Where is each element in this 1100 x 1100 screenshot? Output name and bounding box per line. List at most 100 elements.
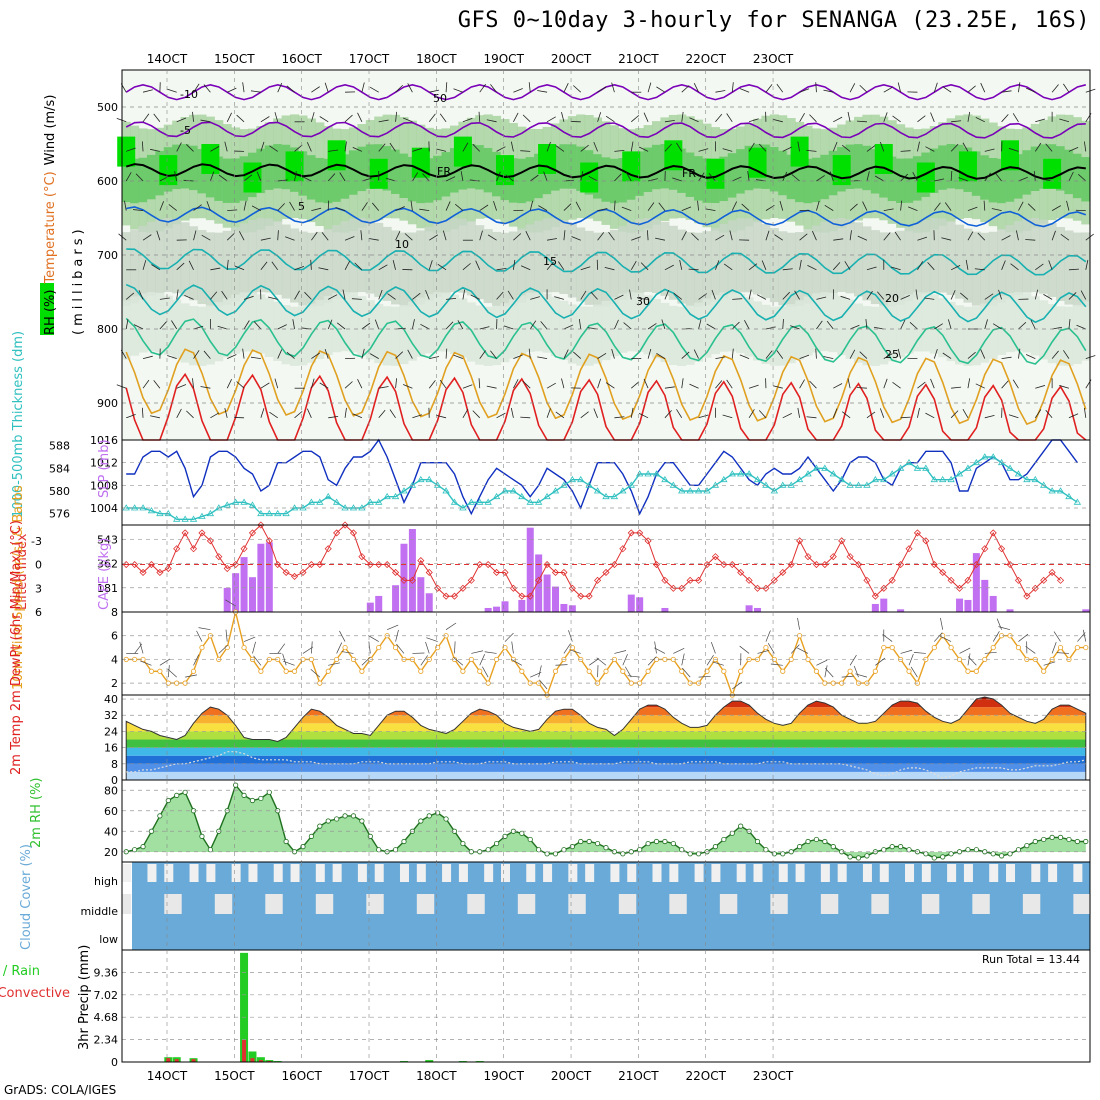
- wind-barb: [546, 116, 556, 123]
- precip-total-bar: [425, 1060, 434, 1062]
- rh-shade-cell: [1081, 301, 1091, 361]
- rh-shade-cell: [121, 300, 131, 360]
- cloud-gap: [711, 864, 721, 882]
- thickness-line-marker: [484, 498, 492, 505]
- wind-barb: [950, 143, 959, 152]
- thickness-line-marker: [526, 498, 534, 505]
- wind-barb: [739, 88, 750, 93]
- lifted-index-marker: [695, 576, 703, 584]
- rh-shade-cell: [290, 228, 300, 303]
- temp-tick: 8: [111, 758, 118, 771]
- wind-barb: [698, 319, 702, 330]
- wind-barb: [741, 203, 750, 211]
- wind-barb: [1059, 118, 1070, 123]
- wind-barb: [260, 382, 270, 389]
- lifted-index-marker: [459, 584, 467, 592]
- wind-barb: [285, 236, 295, 241]
- rh-shade-cell: [315, 299, 325, 360]
- cloud-gap: [728, 894, 738, 914]
- thickness-line-marker: [661, 475, 669, 483]
- wind-barb: [575, 201, 582, 211]
- surface-wind-barb: [853, 665, 859, 678]
- wind-speed-line-marker: [552, 668, 559, 674]
- wind-barb: [967, 351, 976, 359]
- rh-shade-cell: [601, 232, 611, 307]
- rh-shade-cell: [1039, 219, 1049, 294]
- wind-barb: [958, 177, 969, 182]
- x-tick-bottom: 14OCT: [147, 1069, 188, 1083]
- wind-barb: [772, 385, 783, 389]
- lifted-index-marker: [215, 553, 223, 561]
- surface-wind-barb: [504, 632, 514, 642]
- wind-barb: [327, 319, 333, 330]
- x-tick-top: 21OCT: [618, 52, 659, 66]
- wind-barb: [412, 147, 423, 152]
- rh-shade-cell: [298, 306, 308, 366]
- wind-barb: [748, 384, 759, 389]
- wind-barb: [580, 171, 584, 182]
- wind-barb: [445, 321, 454, 330]
- slp-tick: 1004: [90, 502, 118, 515]
- surface-wind-barb: [425, 641, 430, 654]
- wind-barb: [445, 348, 448, 359]
- wind-barb: [629, 289, 632, 300]
- x-tick-bottom: 21OCT: [618, 1069, 659, 1083]
- wind-barb: [991, 208, 1002, 211]
- rh-shade-cell: [870, 306, 880, 366]
- dewpoint-line: [126, 751, 1086, 779]
- rh-shade-cell: [660, 221, 670, 296]
- thickness-line-marker: [577, 475, 585, 483]
- wind-barb: [442, 230, 447, 241]
- cloud-gap: [568, 894, 578, 914]
- ylabel-part: Temperature (°C): [43, 171, 58, 284]
- wind-barb: [779, 200, 784, 211]
- wind-barb: [206, 201, 211, 211]
- wind-barb: [967, 231, 974, 241]
- wind-barb: [224, 408, 228, 418]
- cape-bar: [964, 599, 972, 612]
- wind-barb: [159, 321, 167, 330]
- surface-wind-barb: [471, 650, 484, 654]
- thickness-line-marker: [290, 504, 299, 511]
- wind-barb: [142, 89, 153, 93]
- rh-shade-cell: [130, 158, 140, 204]
- rh-shade-cell: [416, 230, 426, 305]
- wind-speed-line-marker: [477, 668, 483, 674]
- rh-shade-cell: [340, 292, 350, 352]
- wind-barb: [428, 113, 436, 123]
- cloud-gap: [290, 864, 300, 882]
- x-tick-bottom: 22OCT: [685, 1069, 726, 1083]
- lifted-index-marker: [408, 576, 416, 584]
- wind-barb: [277, 203, 285, 211]
- thickness-line-marker: [366, 498, 375, 505]
- cape-bar: [551, 586, 559, 612]
- wind-barb: [469, 179, 480, 182]
- wind-tick: 2: [111, 677, 118, 690]
- surface-wind-barb: [875, 657, 886, 666]
- rh-core: [790, 136, 809, 167]
- wind-barb: [239, 231, 245, 241]
- rh-core: [201, 144, 220, 174]
- wind-barb: [774, 234, 783, 241]
- wind-barb: [815, 82, 817, 93]
- surface-wind-barb: [445, 622, 457, 631]
- surface-wind-barb: [225, 629, 228, 642]
- wind-barb: [360, 230, 363, 241]
- lifted-index-marker: [922, 537, 930, 545]
- thickness-line-marker: [837, 475, 846, 483]
- wind-barb: [765, 326, 776, 330]
- rh-line-marker: [334, 816, 340, 822]
- wind-barb: [1076, 324, 1086, 330]
- wind-barb: [357, 112, 363, 122]
- wind-barb: [799, 233, 808, 241]
- cloud-gap: [526, 864, 536, 882]
- temp-tick: 16: [104, 742, 118, 755]
- wind-barb: [1068, 319, 1071, 330]
- cloud-gap: [1081, 894, 1091, 914]
- wind-barb: [962, 408, 969, 418]
- surface-wind-barb: [420, 655, 428, 666]
- wind-barb: [693, 83, 699, 93]
- wind-barb: [344, 141, 347, 152]
- wind-barb: [866, 171, 870, 182]
- cape-bar: [754, 607, 762, 612]
